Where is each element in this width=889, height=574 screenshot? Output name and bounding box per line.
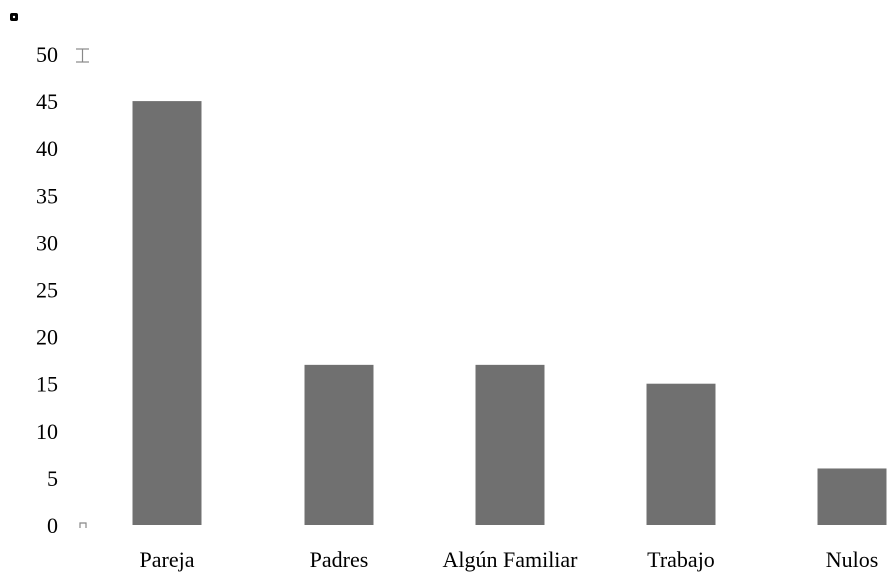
- y-tick-label: 45: [36, 89, 58, 114]
- x-category-label: Nulos: [826, 547, 879, 572]
- bar-padres: [304, 364, 374, 525]
- y-tick-label: 40: [36, 136, 58, 161]
- y-tick-label: 25: [36, 278, 58, 303]
- bar-trabajo: [646, 383, 716, 525]
- y-tick-label: 30: [36, 230, 58, 255]
- x-category-label: Trabajo: [647, 547, 715, 572]
- bar-pareja: [132, 101, 202, 525]
- y-tick-label: 35: [36, 183, 58, 208]
- y-tick-label: 50: [36, 42, 58, 67]
- x-category-label: Algún Familiar: [442, 547, 578, 572]
- bar-alg-n-familiar: [475, 364, 545, 525]
- y-tick-label: 10: [36, 419, 58, 444]
- y-axis-tick-labels: 0 5 10 15 20 25 30 35 40 45 50: [36, 42, 58, 538]
- bar-nulos: [817, 468, 887, 525]
- y-axis-bottom-glyph: [79, 522, 87, 528]
- x-category-label: Pareja: [140, 547, 195, 572]
- corner-marker-dot: [12, 15, 16, 19]
- y-tick-label: 15: [36, 372, 58, 397]
- x-axis-category-labels: Pareja Padres Algún Familiar Trabajo Nulos: [140, 547, 879, 572]
- x-category-label: Padres: [310, 547, 369, 572]
- bars-group: [132, 101, 887, 525]
- y-tick-label: 0: [47, 513, 58, 538]
- y-tick-label: 5: [47, 466, 58, 491]
- y-axis-top-glyph: [76, 48, 89, 63]
- y-tick-label: 20: [36, 325, 58, 350]
